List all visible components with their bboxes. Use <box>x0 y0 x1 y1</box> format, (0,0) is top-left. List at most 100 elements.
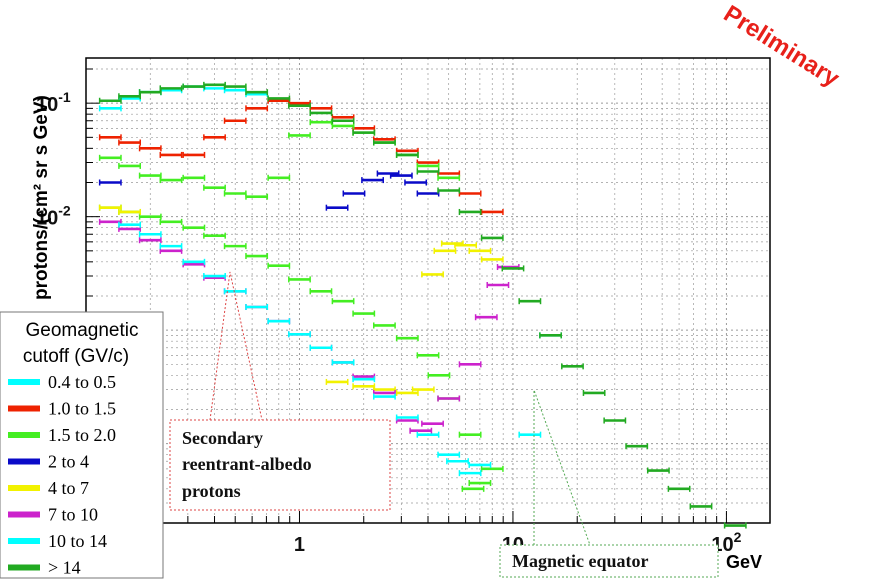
data-point <box>138 145 162 152</box>
y-axis-label: protons/(cm² sr s GeV) <box>31 95 52 300</box>
data-point <box>309 119 333 126</box>
data-point <box>138 231 162 238</box>
data-point <box>159 243 183 250</box>
data-point <box>395 389 419 396</box>
data-point <box>288 132 311 139</box>
data-point <box>416 168 440 175</box>
data-point <box>309 344 333 351</box>
legend-entry: 1.5 to 2.0 <box>8 425 116 445</box>
data-point <box>288 276 311 283</box>
data-point <box>342 190 366 197</box>
data-point <box>203 134 226 141</box>
data-point <box>267 262 291 269</box>
x-tick-label: 1 <box>294 534 305 556</box>
data-point <box>427 372 451 379</box>
data-point <box>159 85 183 92</box>
data-point <box>458 361 482 368</box>
data-point <box>267 174 291 181</box>
data-point <box>689 503 713 510</box>
data-point <box>352 310 376 317</box>
data-point <box>373 322 396 329</box>
legend-label: 1.0 to 1.5 <box>48 399 116 419</box>
data-point <box>416 162 440 169</box>
data-point <box>433 247 457 254</box>
data-point <box>421 420 444 427</box>
data-point <box>446 458 469 465</box>
data-point <box>389 172 413 179</box>
data-point <box>203 184 226 191</box>
data-series <box>98 81 747 529</box>
legend-label: 1.5 to 2.0 <box>48 425 116 445</box>
data-point <box>468 480 492 487</box>
data-point <box>395 335 419 342</box>
annotation-equator-text: Magnetic equator <box>512 551 648 571</box>
data-point <box>223 83 247 90</box>
data-point <box>480 208 504 215</box>
data-point <box>625 443 649 450</box>
legend-label: 0.4 to 0.5 <box>48 372 116 392</box>
legend-box <box>0 311 164 579</box>
data-point <box>458 470 482 477</box>
data-point <box>159 151 183 158</box>
data-point <box>468 247 492 254</box>
data-point <box>437 174 461 181</box>
data-point <box>182 151 206 158</box>
data-point <box>474 314 498 321</box>
data-point <box>461 485 485 492</box>
legend-entry: 7 to 10 <box>8 505 98 525</box>
legend: Geomagnetic cutoff (GV/c) 0.4 to 0.5 1.0 … <box>0 311 164 579</box>
data-point <box>118 162 141 169</box>
data-point <box>518 298 542 305</box>
data-point <box>98 97 122 104</box>
legend-label: 2 to 4 <box>48 452 89 472</box>
data-point <box>723 522 747 529</box>
data-point <box>245 303 269 310</box>
data-point <box>480 234 504 241</box>
data-point <box>331 117 355 124</box>
legend-label: > 14 <box>48 558 81 578</box>
data-point <box>159 177 183 184</box>
data-point <box>245 105 269 112</box>
legend-label: 4 to 7 <box>48 478 89 498</box>
data-point <box>468 461 492 468</box>
data-point <box>437 187 461 194</box>
data-point <box>437 395 461 402</box>
annotation-secondary-box <box>169 419 391 511</box>
data-point <box>98 105 122 112</box>
data-point <box>437 451 461 458</box>
data-point <box>203 232 226 239</box>
data-point <box>561 363 584 370</box>
data-point <box>331 359 355 366</box>
series-2 <box>98 97 504 215</box>
data-point <box>309 288 333 295</box>
data-point <box>98 134 122 141</box>
annotation-equator-pointer <box>533 389 591 546</box>
legend-entry: > 14 <box>8 558 81 578</box>
data-point <box>325 204 349 211</box>
data-point <box>118 221 141 228</box>
series-7 <box>118 221 562 477</box>
data-point <box>416 431 440 438</box>
data-point <box>421 271 444 278</box>
data-point <box>267 318 291 325</box>
data-point <box>480 465 504 472</box>
legend-title-line-1: Geomagnetic <box>25 320 138 341</box>
data-point <box>361 177 384 184</box>
data-point <box>404 179 428 186</box>
data-point <box>582 389 606 396</box>
annotation-secondary: Secondary reentrant-albedo protons <box>169 271 391 511</box>
data-point <box>409 427 433 434</box>
data-point <box>288 331 311 338</box>
data-point <box>458 431 482 438</box>
annotation-equator: Magnetic equator <box>499 389 719 578</box>
legend-entry: 1.0 to 1.5 <box>8 399 116 419</box>
data-point <box>245 89 269 96</box>
legend-entry: 4 to 7 <box>8 478 89 498</box>
data-point <box>203 273 226 280</box>
data-point <box>646 467 670 474</box>
data-point <box>352 129 376 136</box>
data-point <box>395 414 419 421</box>
y-tick-label: 10-1 <box>36 89 71 116</box>
annotation-secondary-line-2: reentrant-albedo <box>182 454 312 474</box>
